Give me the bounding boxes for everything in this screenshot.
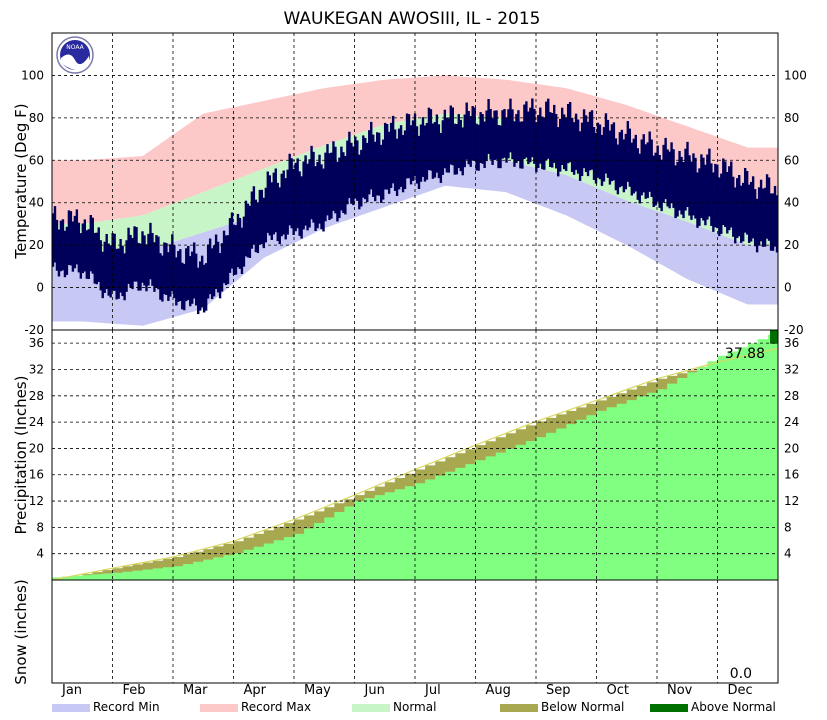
temperature-axis-label: Temperature (Deg F) [12, 103, 30, 259]
temp-tick-label-left: 20 [29, 238, 44, 252]
legend-label: Above Normal [691, 700, 776, 714]
legend-swatch [650, 704, 688, 712]
month-label: Jun [364, 683, 385, 698]
month-label: May [304, 683, 331, 698]
month-label: Feb [123, 683, 146, 698]
month-label: Dec [728, 683, 753, 698]
temp-tick-label-right: -20 [784, 323, 804, 337]
precip-total-label: 37.88 [725, 346, 765, 362]
precip-tick-label-left: 28 [29, 389, 44, 403]
precip-tick-label-left: 36 [29, 336, 44, 350]
precip-tick-label-left: 16 [29, 468, 44, 482]
month-label: Aug [486, 683, 511, 698]
precip-tick-label-right: 4 [784, 547, 792, 561]
precip-tick-label-left: 20 [29, 441, 44, 455]
precip-tick-label-left: 32 [29, 362, 44, 376]
temp-tick-label-right: 20 [784, 238, 799, 252]
chart-title: WAUKEGAN AWOSIII, IL - 2015 [284, 9, 541, 29]
precip-tick-label-right: 28 [784, 389, 799, 403]
record-min-band [52, 158, 778, 326]
legend-swatch [352, 704, 390, 712]
legend-label: Record Min [93, 700, 160, 714]
temp-tick-label-left: 0 [36, 281, 44, 295]
snow-total-label: 0.0 [730, 666, 752, 682]
precip-tick-label-left: 12 [29, 494, 44, 508]
month-label: Mar [183, 683, 208, 698]
legend: Record Min Record Max Normal Below Normal Ab… [52, 700, 776, 714]
legend-swatch [200, 704, 238, 712]
temp-tick-label-right: 40 [784, 196, 799, 210]
legend-label: Record Max [241, 700, 311, 714]
temp-tick-label-left: 60 [29, 153, 44, 167]
precip-tick-label-right: 36 [784, 336, 799, 350]
legend-label: Below Normal [541, 700, 624, 714]
precip-tick-label-left: 24 [29, 415, 44, 429]
above-normal-area [770, 329, 778, 344]
temp-tick-label-left: 80 [29, 111, 44, 125]
precip-tick-label-left: 8 [36, 520, 44, 534]
precip-tick-label-right: 20 [784, 441, 799, 455]
month-label: Jan [61, 683, 82, 698]
temp-tick-label-left: 40 [29, 196, 44, 210]
legend-swatch [500, 704, 538, 712]
noaa-logo-icon: NOAA [56, 36, 94, 74]
precip-tick-label-left: 4 [36, 547, 44, 561]
legend-label: Normal [393, 700, 436, 714]
month-label: Apr [244, 683, 267, 698]
month-label: Nov [667, 683, 693, 698]
precip-tick-label-right: 12 [784, 494, 799, 508]
temp-tick-label-right: 100 [784, 68, 807, 82]
precip-tick-label-right: 8 [784, 520, 792, 534]
precipitation-axis-label: Precipitation (Inches) [12, 376, 30, 535]
month-label: Oct [607, 683, 629, 698]
legend-swatch [52, 704, 90, 712]
plot-frame [51, 32, 779, 684]
precip-tick-label-right: 32 [784, 362, 799, 376]
precip-tick-label-right: 16 [784, 468, 799, 482]
temp-tick-label-right: 0 [784, 281, 792, 295]
temp-tick-label-right: 60 [784, 153, 799, 167]
snow-panel: 0.0 [112, 580, 752, 683]
temp-tick-label-right: 80 [784, 111, 799, 125]
temp-tick-label-left: 100 [21, 68, 44, 82]
temp-tick-label-left: -20 [24, 323, 44, 337]
month-label: Sep [546, 683, 571, 698]
month-axis: Jan Feb Mar Apr May Jun Jul Aug Sep Oct Nov Dec [61, 683, 753, 698]
noaa-logo-text: NOAA [66, 44, 84, 51]
month-label: Jul [424, 683, 441, 698]
temperature-panel: -20 -20 0 0 20 20 40 40 60 60 80 80 100 100 [21, 33, 807, 337]
precip-tick-label-right: 24 [784, 415, 799, 429]
precipitation-panel: 4 4 8 8 12 12 16 16 20 20 24 24 28 28 32 32 36 36 37.88 [29, 329, 799, 581]
snow-axis-label: Snow (inches) [12, 579, 30, 684]
